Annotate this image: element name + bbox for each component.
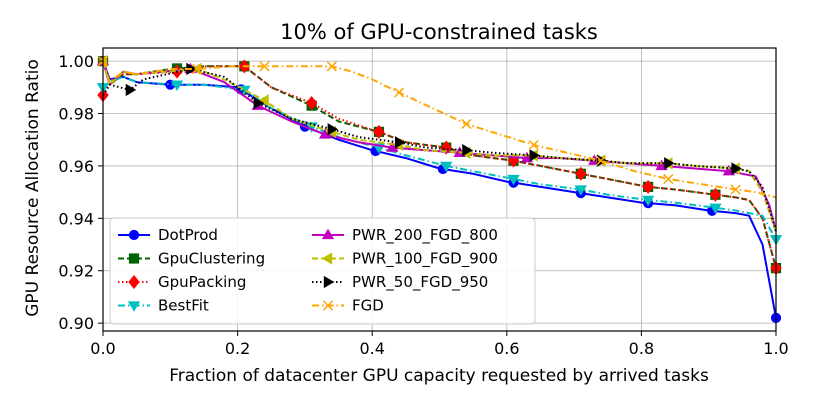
data-point-triangle-right	[664, 157, 675, 170]
data-point-triangle-down	[574, 185, 587, 196]
x-tick-label: 0.6	[494, 339, 519, 358]
data-point-triangle-right	[529, 149, 540, 162]
data-point-x	[595, 155, 607, 166]
y-axis-label: GPU Resource Allocation Ratio	[23, 59, 43, 317]
y-tick-label: 0.92	[58, 262, 94, 281]
data-point-x	[322, 300, 334, 311]
data-point-triangle-up	[321, 228, 335, 240]
data-point-triangle-down	[440, 161, 453, 173]
data-point-x	[663, 173, 674, 185]
x-axis-label: Fraction of datacenter GPU capacity requ…	[169, 366, 709, 386]
data-point-x	[326, 61, 337, 72]
data-point-diamond	[373, 124, 385, 139]
data-point-triangle-right	[394, 136, 406, 149]
data-point-x	[528, 139, 539, 151]
series-line	[102, 60, 777, 232]
series-layer	[96, 54, 783, 323]
legend-label: DotProd	[158, 226, 218, 244]
legend-label: FGD	[352, 297, 384, 315]
data-point-x	[192, 63, 203, 75]
data-point-square	[128, 253, 140, 264]
x-tick-label: 1.0	[763, 339, 788, 358]
x-tick-label: 0.8	[629, 339, 654, 358]
data-point-triangle-right	[323, 275, 335, 289]
legend-label: BestFit	[158, 297, 209, 315]
plot-frame	[102, 47, 777, 332]
y-tick-label: 0.90	[58, 314, 94, 333]
data-point-diamond	[642, 179, 654, 194]
data-point-triangle-down	[641, 195, 655, 207]
y-tick-label: 1.00	[58, 52, 94, 71]
y-tick-label: 0.96	[58, 157, 94, 176]
y-tick-label: 0.94	[58, 209, 94, 228]
data-point-circle	[128, 229, 140, 241]
data-point-x	[730, 184, 741, 195]
data-point-diamond	[128, 274, 140, 290]
y-tick-label: 0.98	[58, 105, 94, 124]
legend-box	[109, 217, 536, 325]
data-point-diamond	[305, 96, 318, 111]
data-point-triangle-right	[462, 144, 473, 157]
data-point-triangle-down	[170, 80, 184, 91]
data-point-x	[259, 61, 270, 72]
legend-label: PWR_200_FGD_800	[352, 226, 498, 245]
series-fgd	[97, 55, 777, 199]
data-point-triangle-right	[731, 162, 742, 175]
legend-label: GpuPacking	[158, 273, 246, 291]
legend-label: GpuClustering	[158, 250, 265, 268]
series-pwr-50-fgd-950	[102, 62, 777, 232]
x-tick-label: 0.4	[359, 339, 384, 358]
x-tick-label: 0.0	[90, 339, 115, 358]
data-point-x	[393, 87, 405, 98]
data-point-triangle-down	[127, 301, 141, 312]
data-point-diamond	[709, 187, 722, 202]
legend-label: PWR_50_FGD_950	[352, 273, 488, 292]
data-point-triangle-left	[321, 252, 333, 265]
data-point-x	[461, 118, 472, 130]
data-point-triangle-right	[125, 83, 137, 97]
chart-title: 10% of GPU-constrained tasks	[280, 20, 598, 44]
ticks: 0.0 0.2 0.4 0.6 0.8 1.0 0.90 0.92 0.94 0.96 0.98 1.…	[58, 52, 788, 358]
data-point-triangle-down	[507, 174, 520, 186]
data-point-triangle-right	[327, 123, 339, 136]
legend: DotProd GpuClustering GpuPacking BestFit PWR…	[109, 217, 536, 325]
data-point-triangle-right	[253, 96, 265, 110]
legend-label: PWR_100_FGD_900	[352, 250, 498, 269]
x-tick-label: 0.2	[225, 339, 250, 358]
data-point-diamond	[575, 166, 587, 181]
data-point-triangle-down	[709, 203, 722, 215]
